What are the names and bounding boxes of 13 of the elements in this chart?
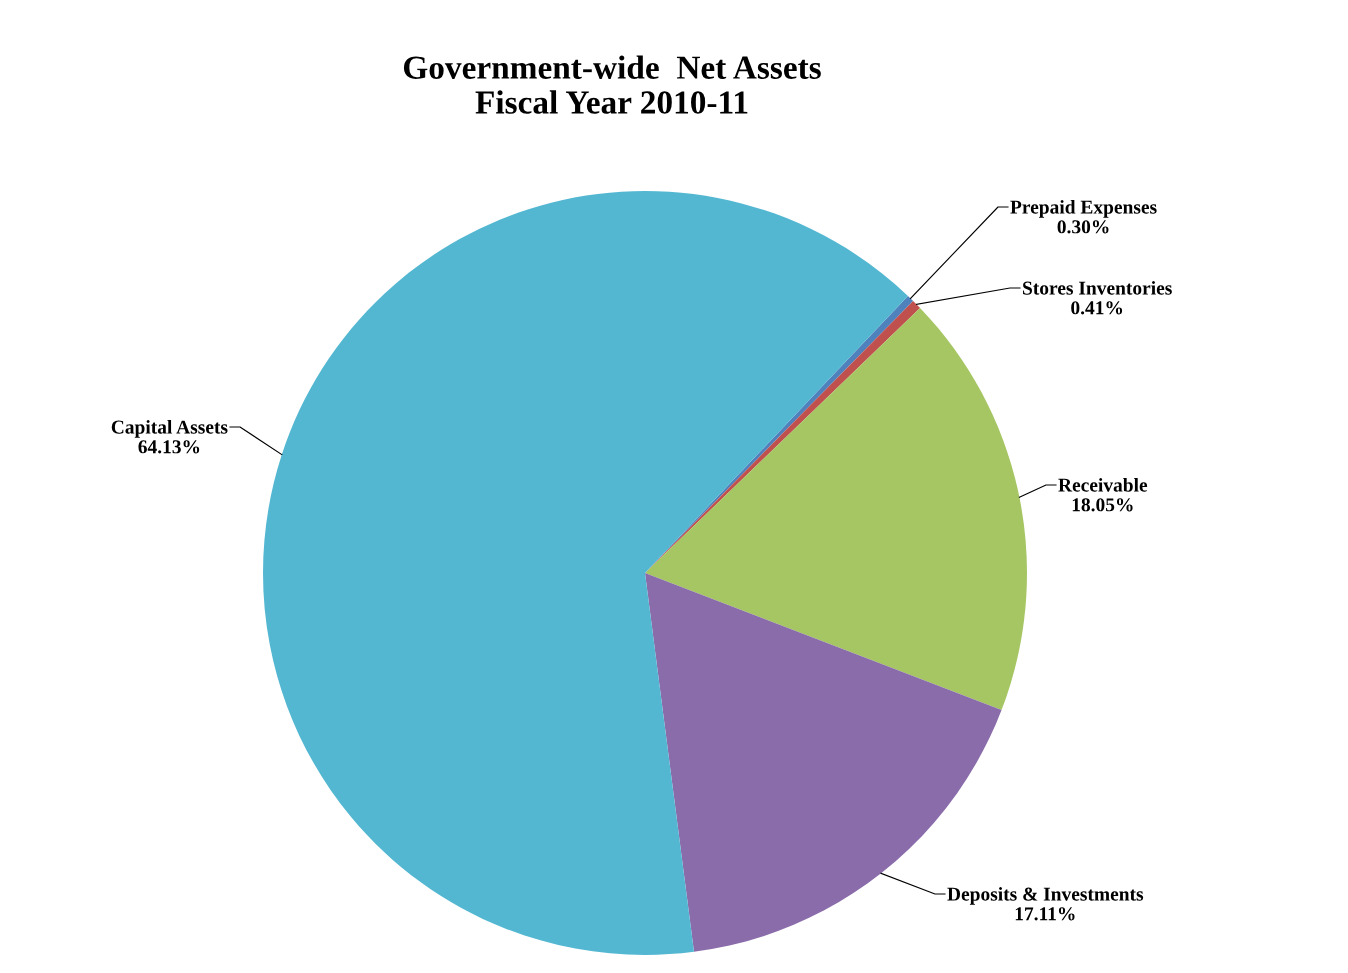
pie-slice — [263, 191, 908, 955]
slice-label: Deposits & Investments — [947, 887, 1144, 905]
slice-label: Receivable — [1058, 478, 1148, 492]
data-label: 64.13% — [138, 440, 200, 454]
slice-label: Stores Inventories — [1023, 281, 1172, 295]
data-label: 0.30% — [1057, 220, 1109, 234]
pie-slice — [645, 307, 1027, 711]
chart-title: Government-wide Net Assets Fiscal Year 2010-11 — [403, 55, 821, 114]
slice-label: Capital Assets — [111, 420, 228, 438]
data-label: 17.11% — [1015, 907, 1075, 921]
slice-label: Prepaid Expenses — [1010, 200, 1157, 218]
data-label: 18.05% — [1072, 498, 1133, 512]
data-label: 0.41% — [1071, 301, 1123, 315]
